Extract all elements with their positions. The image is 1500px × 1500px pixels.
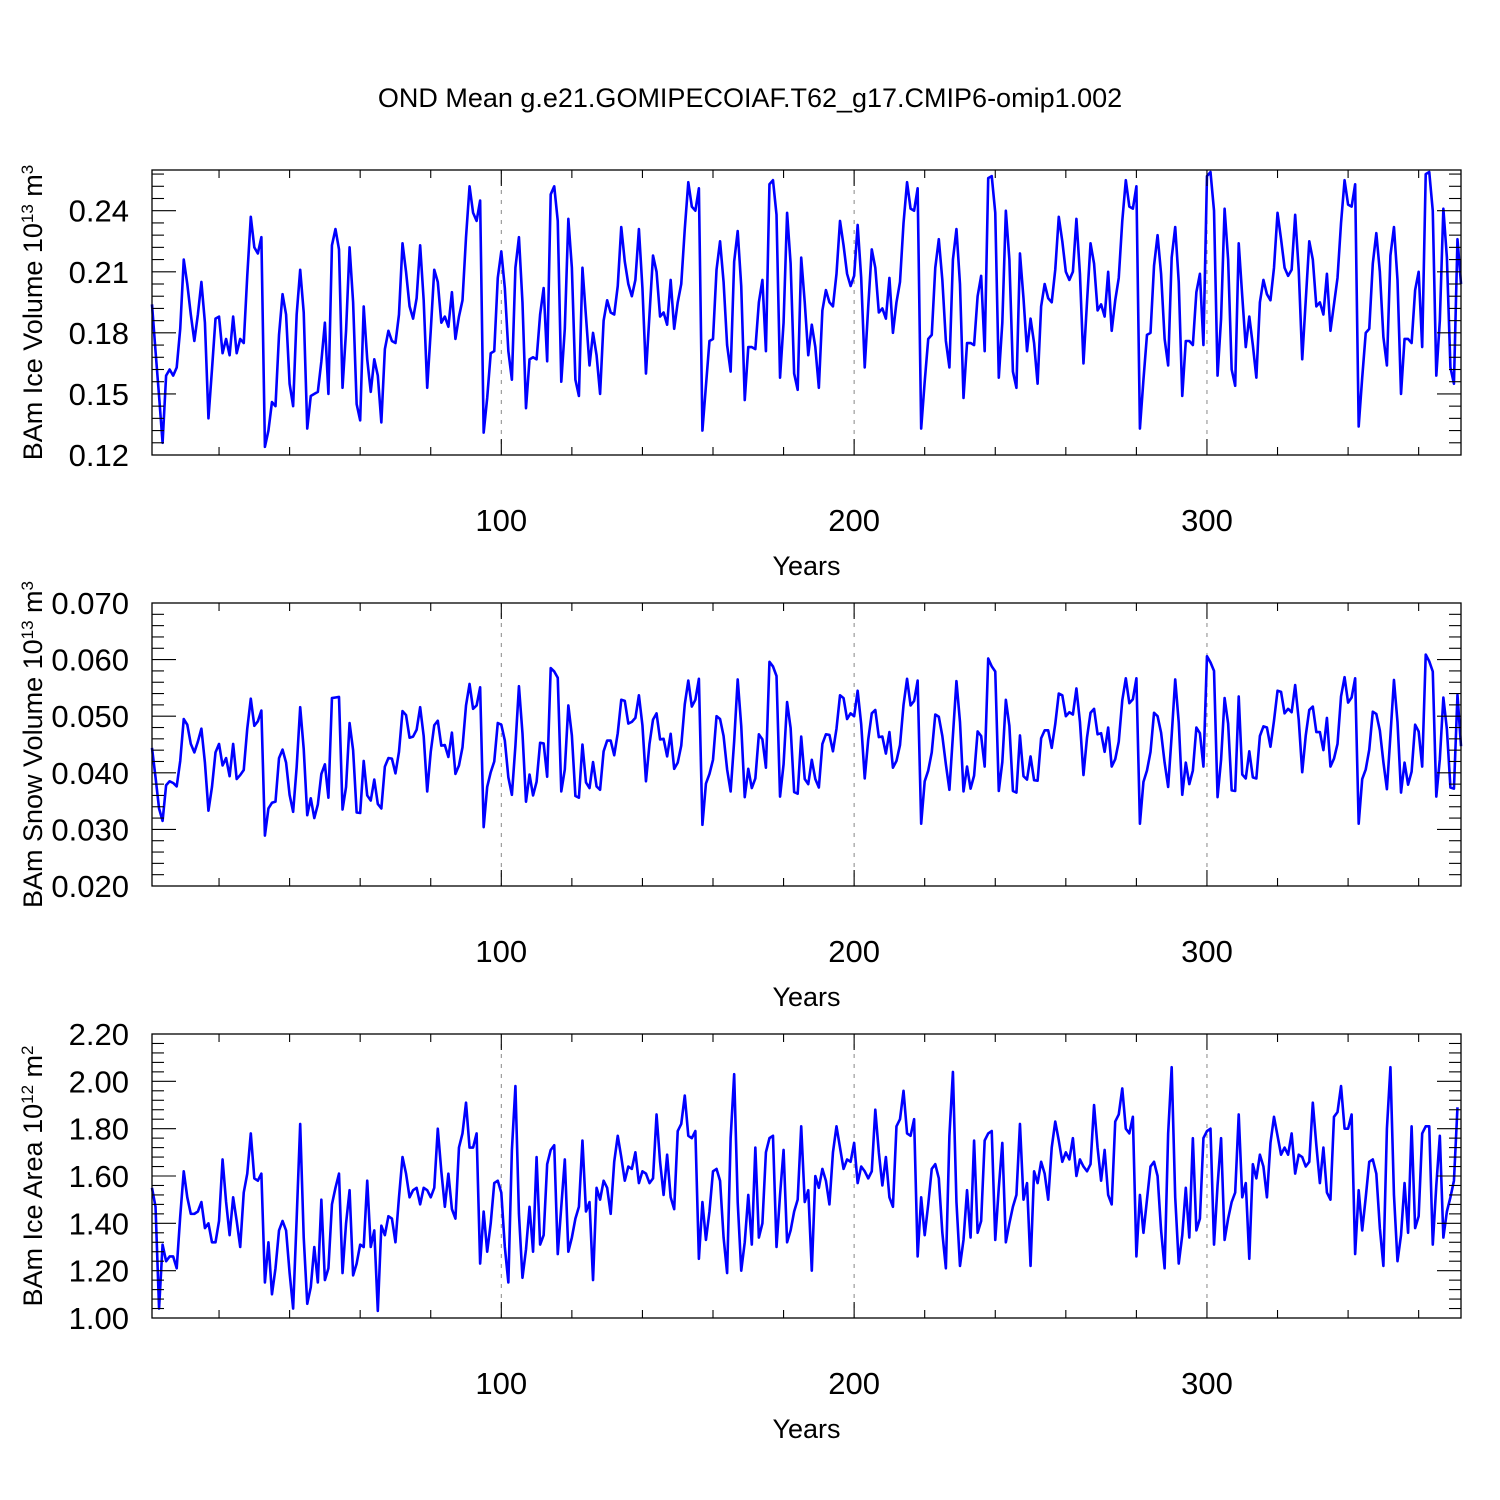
chart-panel-ice-volume: 100 200 300 0.12 0.15 0.18 0.21 0.24 Years BAm Ic… [18, 165, 1463, 581]
y-axis-label: BAm Ice Volume 1013 m3 [18, 165, 48, 461]
y-tick-label: 1.80 [69, 1112, 129, 1147]
y-tick-label: 1.60 [69, 1159, 129, 1194]
series-line-snow-volume [150, 653, 1463, 837]
y-tick-label: 0.060 [51, 643, 129, 678]
y-axis-label-text: m [18, 590, 48, 620]
x-tick-label: 300 [1181, 503, 1233, 538]
y-axis-label-superscript: 3 [18, 165, 37, 174]
y-axis-label-superscript: 13 [18, 204, 37, 223]
y-axis-label-superscript: 2 [18, 1046, 37, 1055]
y-axis-label-superscript: 13 [18, 620, 37, 639]
y-tick-label: 0.15 [69, 377, 129, 412]
x-axis-label: Years [772, 551, 840, 581]
y-axis-label-text: BAm Ice Area 10 [18, 1104, 48, 1307]
y-tick-label: 2.20 [69, 1017, 129, 1052]
x-tick-label: 100 [475, 1366, 527, 1401]
y-axis-label: BAm Ice Area 1012 m2 [18, 1046, 48, 1307]
y-tick-label: 1.20 [69, 1254, 129, 1289]
y-tick-label: 0.21 [69, 255, 129, 290]
y-tick-label: 0.24 [69, 194, 129, 229]
chart-panel-ice-area: 100 200 300 1.00 1.20 1.40 1.60 1.80 2.00 2.20 Yea… [18, 1017, 1462, 1444]
x-axis-label: Years [772, 982, 840, 1012]
y-tick-label: 1.40 [69, 1206, 129, 1241]
y-tick-label: 0.050 [51, 699, 129, 734]
y-tick-label: 2.00 [69, 1064, 129, 1099]
y-tick-label: 0.030 [51, 812, 129, 847]
figure-title: OND Mean g.e21.GOMIPECOIAF.T62_g17.CMIP6… [378, 83, 1122, 113]
plot-frame [151, 602, 1462, 887]
chart-panel-snow-volume: 100 200 300 0.020 0.030 0.040 0.050 0.060 0.070 Y… [18, 581, 1463, 1012]
x-tick-label: 300 [1181, 1366, 1233, 1401]
x-tick-label: 100 [475, 934, 527, 969]
x-tick-label: 200 [828, 503, 880, 538]
y-axis-label-text: BAm Ice Volume 10 [18, 223, 48, 460]
y-tick-label: 0.070 [51, 586, 129, 621]
series-line-ice-volume [150, 170, 1463, 449]
y-axis-label-text: m [18, 174, 48, 204]
x-tick-label: 200 [828, 1366, 880, 1401]
y-tick-label: 0.020 [51, 869, 129, 904]
x-tick-label: 200 [828, 934, 880, 969]
x-axis-label: Years [772, 1414, 840, 1444]
x-tick-label: 100 [475, 503, 527, 538]
y-axis-label-text: m [18, 1055, 48, 1085]
y-axis-label: BAm Snow Volume 1013 m3 [18, 581, 48, 908]
y-axis-label-superscript: 3 [18, 581, 37, 590]
plot-frame [151, 169, 1462, 456]
series-line-ice-area [150, 1065, 1459, 1313]
y-axis-label-text: BAm Snow Volume 10 [18, 639, 48, 908]
y-axis-label-superscript: 12 [18, 1085, 37, 1104]
x-tick-label: 300 [1181, 934, 1233, 969]
y-tick-label: 1.00 [69, 1301, 129, 1336]
y-tick-label: 0.12 [69, 438, 129, 473]
y-tick-label: 0.040 [51, 756, 129, 791]
y-tick-label: 0.18 [69, 316, 129, 351]
